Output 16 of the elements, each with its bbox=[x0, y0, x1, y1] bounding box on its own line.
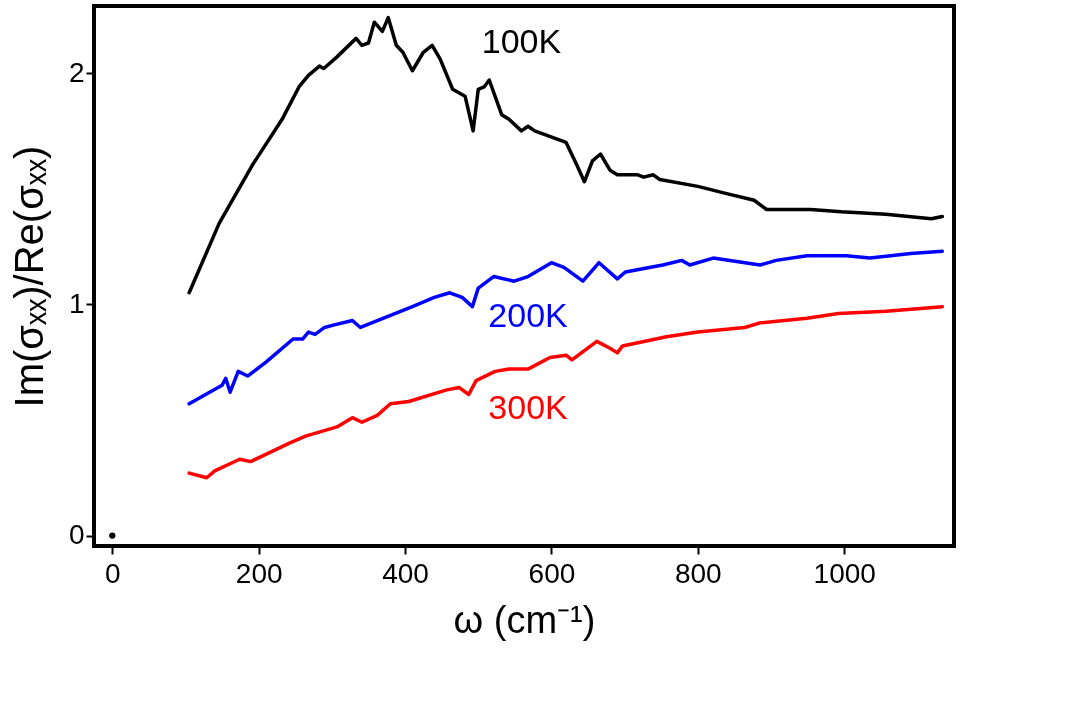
y-tick-label: 1 bbox=[68, 287, 85, 319]
series-label: 300K bbox=[488, 388, 569, 427]
series-label: 200K bbox=[488, 295, 569, 334]
y-tick-label: 0 bbox=[68, 519, 85, 551]
x-tick-label: 400 bbox=[382, 557, 429, 589]
x-tick-label: 0 bbox=[105, 557, 121, 589]
x-tick-label: 200 bbox=[235, 557, 283, 589]
x-tick-label: 800 bbox=[674, 557, 722, 589]
x-tick-label: 600 bbox=[528, 557, 576, 589]
x-tick-label: 1000 bbox=[813, 557, 876, 589]
series-label: 100K bbox=[481, 21, 562, 60]
line-series bbox=[187, 15, 945, 295]
y-axis-title: Im(σₓₓ)/Re(σₓₓ) bbox=[6, 145, 51, 408]
line-series bbox=[187, 304, 945, 480]
y-tick-label: 2 bbox=[68, 56, 85, 88]
x-axis-title: ω (cm⁻¹) bbox=[453, 598, 596, 641]
